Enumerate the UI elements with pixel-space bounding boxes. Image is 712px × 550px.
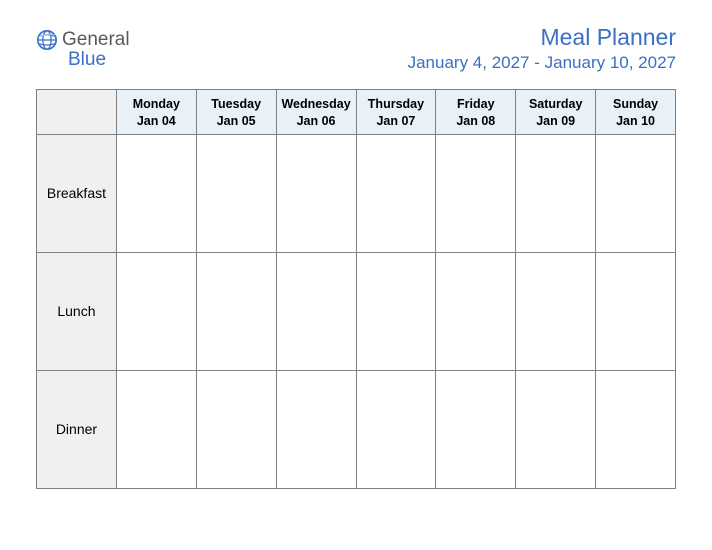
day-header: MondayJan 04: [116, 90, 196, 135]
meal-cell[interactable]: [436, 252, 516, 370]
meal-cell[interactable]: [516, 134, 596, 252]
day-header: ThursdayJan 07: [356, 90, 436, 135]
meal-cell[interactable]: [116, 134, 196, 252]
meal-cell[interactable]: [276, 134, 356, 252]
meal-cell[interactable]: [516, 252, 596, 370]
day-header: SundayJan 10: [596, 90, 676, 135]
meal-label: Lunch: [37, 252, 117, 370]
meal-row: Breakfast: [37, 134, 676, 252]
brand-logo: General Blue: [36, 29, 130, 69]
corner-cell: [37, 90, 117, 135]
meal-cell[interactable]: [596, 134, 676, 252]
meal-cell[interactable]: [356, 134, 436, 252]
meal-planner-table: MondayJan 04 TuesdayJan 05 WednesdayJan …: [36, 89, 676, 489]
meal-cell[interactable]: [596, 252, 676, 370]
day-header: WednesdayJan 06: [276, 90, 356, 135]
meal-cell[interactable]: [356, 370, 436, 488]
day-header: TuesdayJan 05: [196, 90, 276, 135]
meal-label: Dinner: [37, 370, 117, 488]
meal-cell[interactable]: [596, 370, 676, 488]
meal-label: Breakfast: [37, 134, 117, 252]
meal-cell[interactable]: [196, 134, 276, 252]
header-row: MondayJan 04 TuesdayJan 05 WednesdayJan …: [37, 90, 676, 135]
brand-word-general: General: [62, 30, 130, 49]
meal-row: Lunch: [37, 252, 676, 370]
meal-row: Dinner: [37, 370, 676, 488]
meal-cell[interactable]: [276, 252, 356, 370]
meal-cell[interactable]: [196, 252, 276, 370]
globe-icon: [36, 29, 58, 51]
meal-cell[interactable]: [436, 134, 516, 252]
header: General Blue Meal Planner January 4, 202…: [36, 24, 676, 73]
meal-cell[interactable]: [276, 370, 356, 488]
brand-word-blue: Blue: [36, 50, 106, 69]
day-header: SaturdayJan 09: [516, 90, 596, 135]
title-block: Meal Planner January 4, 2027 - January 1…: [408, 24, 676, 73]
page-title: Meal Planner: [408, 24, 676, 51]
meal-cell[interactable]: [436, 370, 516, 488]
meal-cell[interactable]: [116, 252, 196, 370]
meal-cell[interactable]: [196, 370, 276, 488]
meal-cell[interactable]: [116, 370, 196, 488]
meal-cell[interactable]: [516, 370, 596, 488]
day-header: FridayJan 08: [436, 90, 516, 135]
meal-cell[interactable]: [356, 252, 436, 370]
date-range: January 4, 2027 - January 10, 2027: [408, 53, 676, 73]
